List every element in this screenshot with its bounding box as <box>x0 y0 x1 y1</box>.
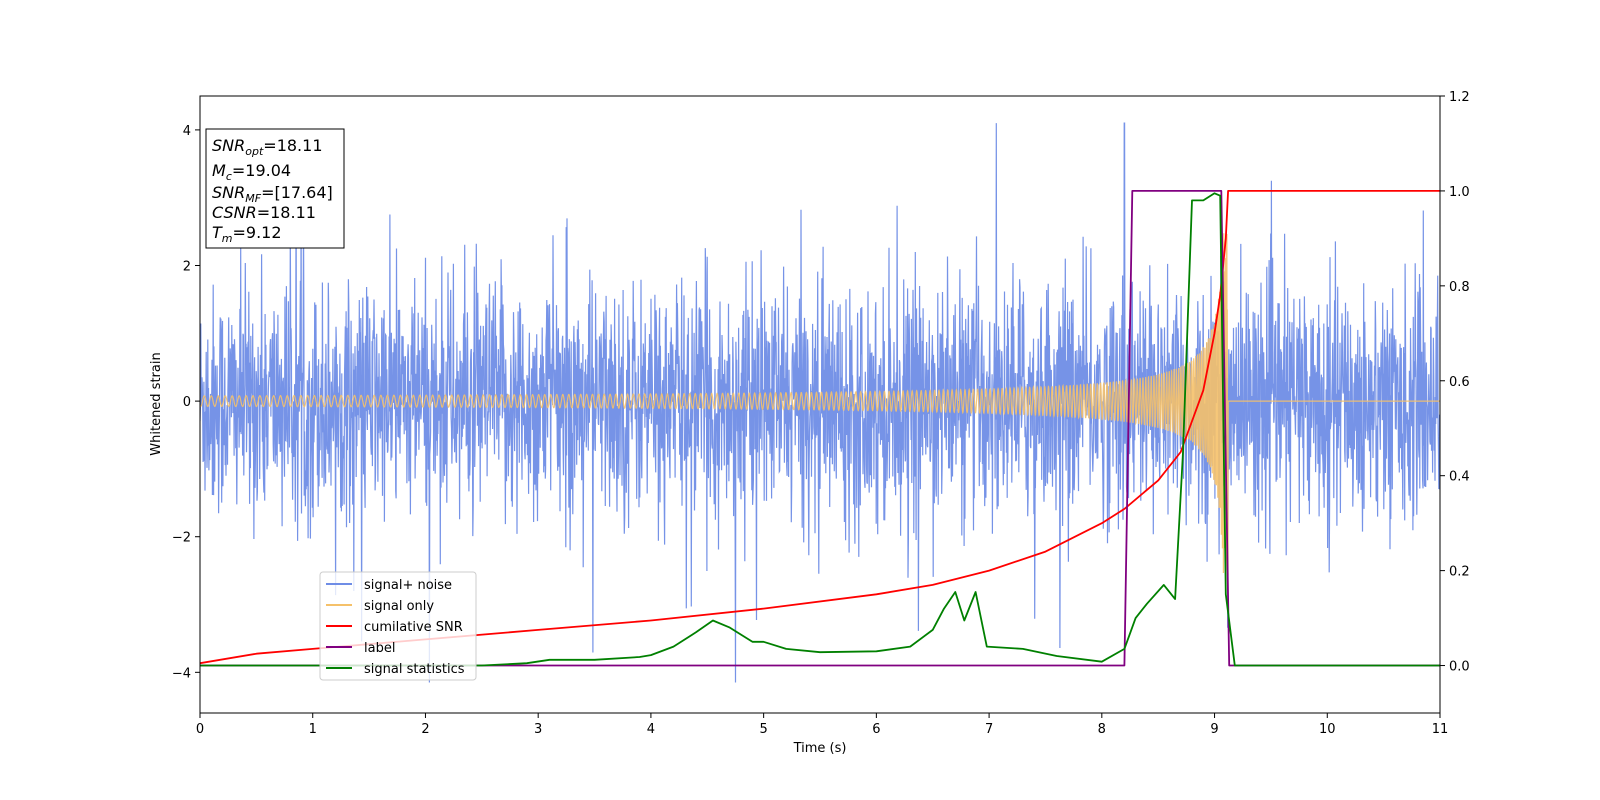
y-right-tick-label: 1.2 <box>1449 90 1470 105</box>
info-box: SNRopt=18.11 Mc=19.04SNRMF=[17.64]CSNR=18… <box>205 128 345 249</box>
y-right-tick-label: 0.0 <box>1449 660 1470 675</box>
info-box-frame <box>205 128 345 249</box>
x-tick-label: 5 <box>759 722 767 737</box>
x-tick-label: 1 <box>309 722 317 737</box>
ticks-layer: 0 1 2 3 4 5 6 7 8 9 10 11 4 2 0 −2 −4 1.2 1.0 0.8 0.6 0.4 0.2 0… <box>172 90 1470 737</box>
y-right-tick-label: 0.6 <box>1449 375 1470 390</box>
series-signal-noise <box>200 122 1440 683</box>
y-left-tick-label: −4 <box>172 666 191 681</box>
x-tick-label: 2 <box>421 722 429 737</box>
legend: signal+ noise signal only cumilative SNR la… <box>319 571 477 681</box>
series-signal-only <box>200 233 1440 576</box>
y-right-tick-label: 1.0 <box>1449 185 1470 200</box>
legend-label-cumilative-snr: cumilative SNR <box>364 620 463 635</box>
y-left-tick-label: 4 <box>183 124 191 139</box>
y-axis-title: Whitened strain <box>149 352 164 455</box>
x-tick-label: 6 <box>872 722 880 737</box>
info-line: SNRMF=[17.64] <box>212 183 333 205</box>
y-left-tick-label: 2 <box>183 260 191 275</box>
legend-label-signal-statistics: signal statistics <box>364 662 465 677</box>
x-tick-label: 8 <box>1098 722 1106 737</box>
legend-label-signal-only: signal only <box>364 599 434 614</box>
legend-label-signal-noise: signal+ noise <box>364 578 452 593</box>
x-tick-label: 3 <box>534 722 542 737</box>
y-left-tick-label: 0 <box>183 395 191 410</box>
legend-label-label: label <box>364 641 395 656</box>
x-tick-label: 11 <box>1432 722 1449 737</box>
x-axis-title: Time (s) <box>793 741 847 756</box>
legend-frame <box>319 571 477 681</box>
y-right-tick-label: 0.2 <box>1449 565 1470 580</box>
info-line: SNRopt=18.11 <box>212 136 323 158</box>
plot-frame <box>199 95 1441 714</box>
info-line: CSNR=18.11 <box>212 203 316 222</box>
x-tick-label: 9 <box>1210 722 1218 737</box>
x-tick-label: 0 <box>196 722 204 737</box>
y-left-tick-label: −2 <box>172 531 191 546</box>
y-right-tick-label: 0.4 <box>1449 470 1470 485</box>
info-line: Mc=19.04 <box>212 161 291 183</box>
y-right-tick-label: 0.8 <box>1449 280 1470 295</box>
series-signal-statistics <box>200 192 1440 667</box>
info-line: Tm=9.12 <box>212 223 282 245</box>
x-tick-label: 10 <box>1319 722 1336 737</box>
x-tick-label: 4 <box>647 722 655 737</box>
x-tick-label: 7 <box>985 722 993 737</box>
